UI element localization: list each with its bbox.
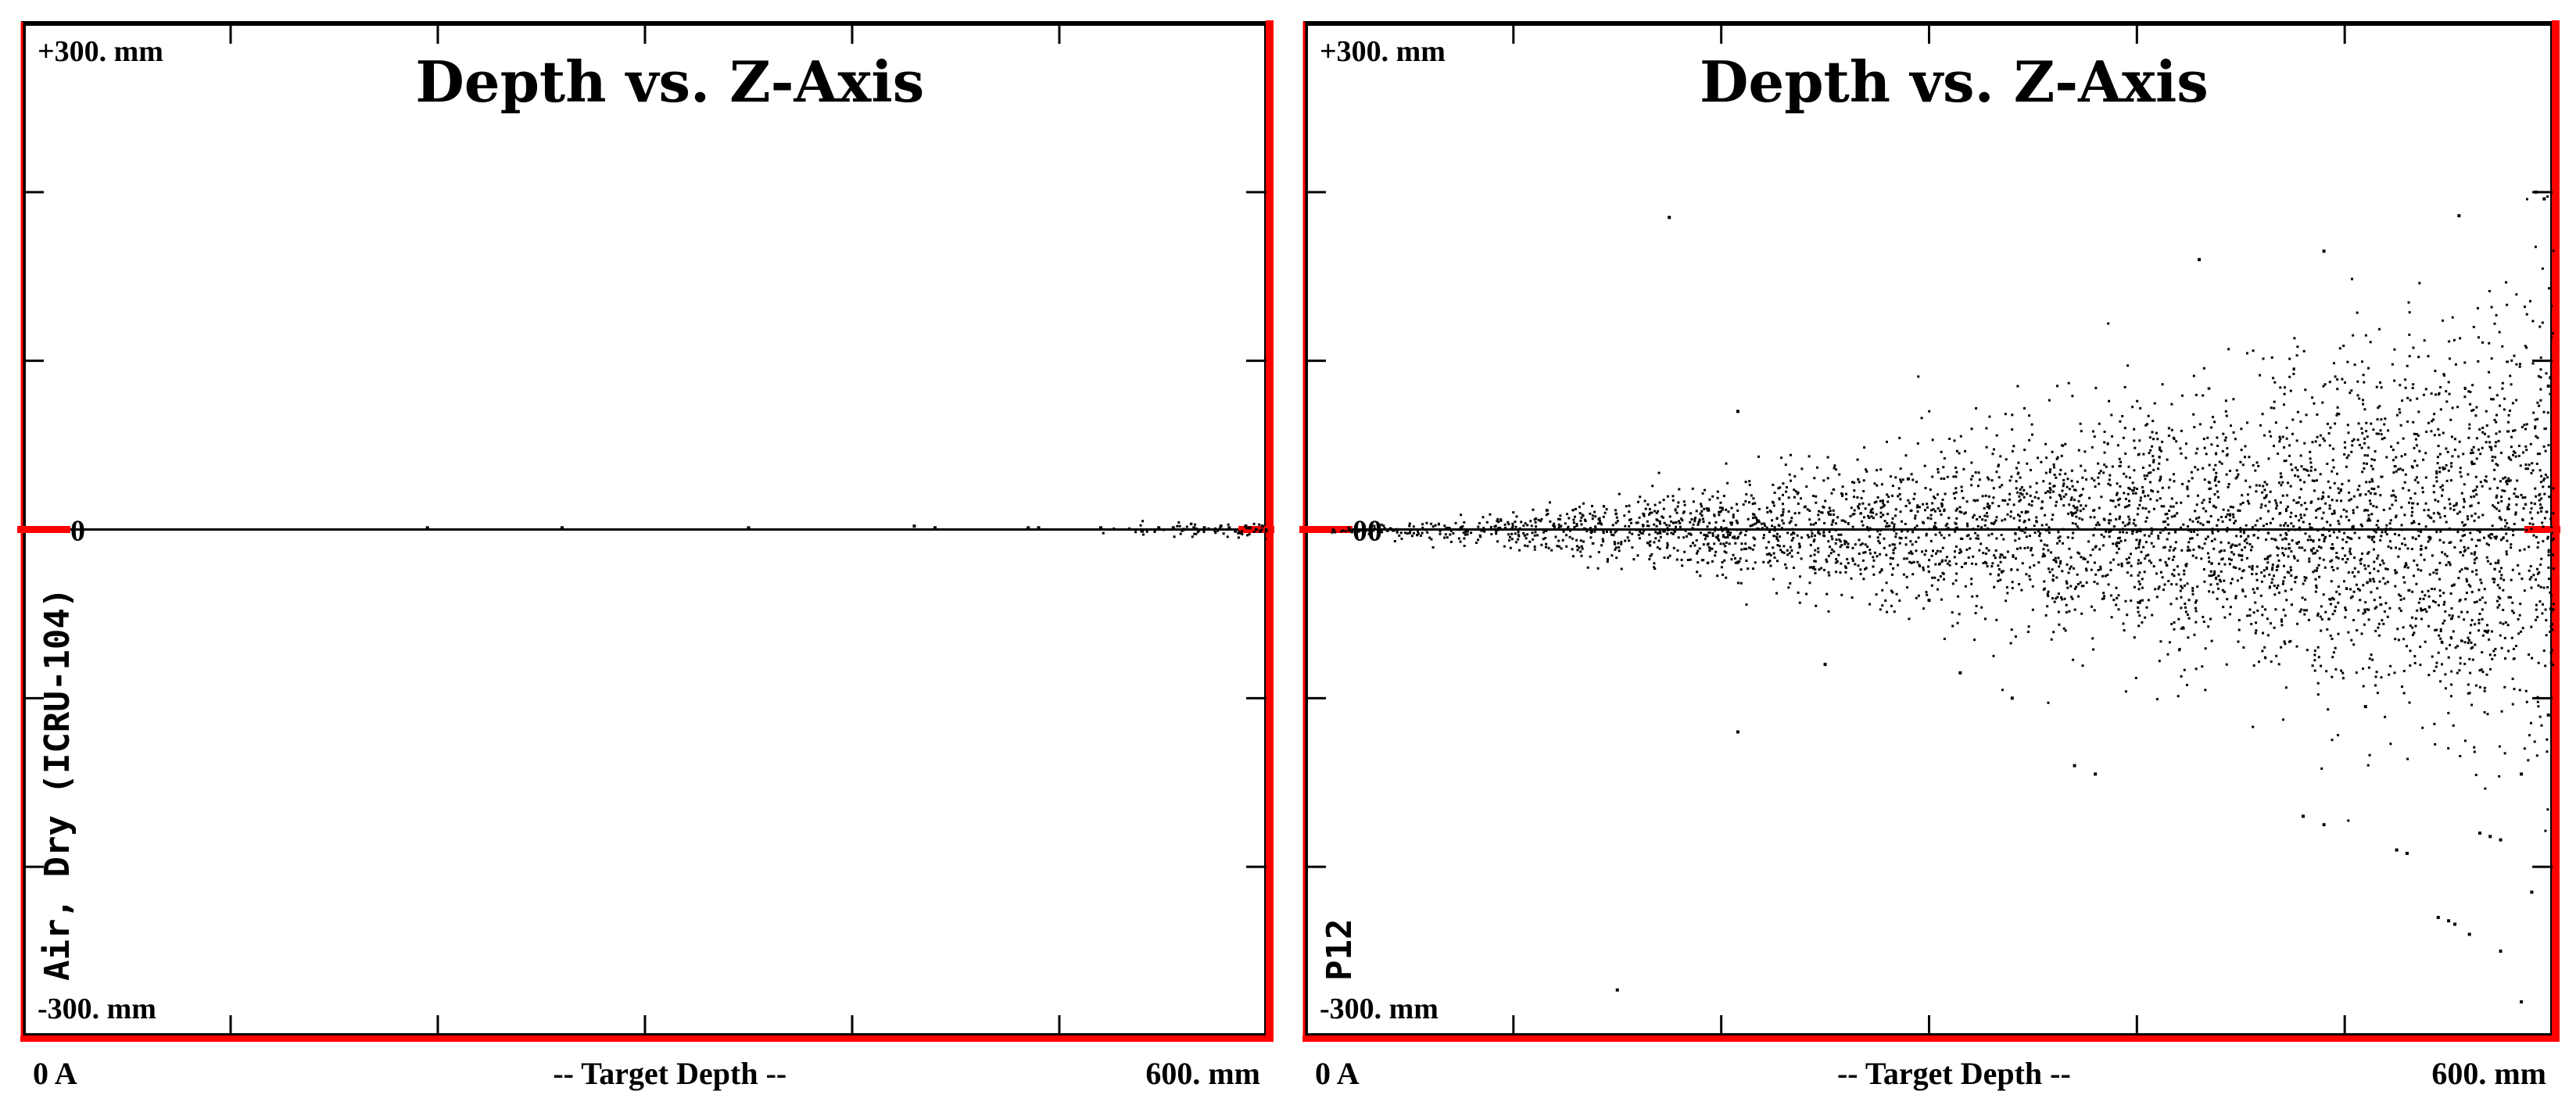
scatter-point xyxy=(1248,526,1252,530)
scatter-point xyxy=(1037,526,1041,530)
scatter-point xyxy=(1927,599,1931,603)
y-max-label: +300. mm xyxy=(1320,35,1446,68)
scatter-point xyxy=(2530,890,2534,894)
scatter-point xyxy=(2322,823,2326,827)
x-max-label: 600. mm xyxy=(1145,1056,1260,1091)
x-max-label: 600. mm xyxy=(2431,1056,2546,1091)
scatter-point xyxy=(1736,410,1739,413)
scatter-point xyxy=(2549,376,2553,380)
scatter-point xyxy=(2302,814,2305,818)
y-min-label: -300. mm xyxy=(1320,993,1438,1025)
scatter-point xyxy=(2073,764,2076,767)
scatter-point xyxy=(425,526,429,530)
scatter-point xyxy=(2542,197,2546,201)
scatter-point xyxy=(2520,1000,2524,1003)
scatter-point xyxy=(2198,258,2202,262)
scatter-point xyxy=(2499,950,2503,953)
scatter-point xyxy=(2467,932,2471,936)
x-min-label: 0 A xyxy=(1315,1056,1360,1091)
chart-panel-2: Depth vs. Z-Axis +300. mm -300. mm 00 0 A -- … xyxy=(1299,20,2560,1091)
scatter-point xyxy=(1157,526,1161,530)
y-min-label: -300. mm xyxy=(38,993,156,1025)
scatter-point xyxy=(1234,529,1238,533)
scatter-point xyxy=(2447,919,2451,923)
scatter-point xyxy=(1219,524,1223,528)
scatter-point xyxy=(2457,214,2461,218)
scatter-point xyxy=(1260,524,1264,528)
y-zero-label: 0 xyxy=(70,515,85,548)
scatter-point xyxy=(2546,385,2550,388)
scatter-point xyxy=(1906,477,1910,481)
scatter-point xyxy=(1259,529,1263,533)
y-zero-label: 00 xyxy=(1352,515,1382,548)
scatter-point xyxy=(1615,988,1619,992)
scatter-point xyxy=(2094,772,2098,776)
scatter-point xyxy=(2363,705,2367,709)
scatter-point xyxy=(1736,730,1739,734)
scatter-point xyxy=(1026,526,1030,530)
scatter-point xyxy=(1244,524,1248,528)
scatter-point xyxy=(2010,696,2014,700)
chart-panel-1: Depth vs. Z-Axis +300. mm -300. mm 0 0 A -- T… xyxy=(17,20,1274,1091)
scatter-point xyxy=(2534,190,2538,194)
scatter-point xyxy=(1192,526,1196,530)
scatter-point xyxy=(2499,838,2503,842)
scatter-point xyxy=(747,526,751,530)
scatter-point xyxy=(1668,216,1671,220)
scatter-point xyxy=(561,526,564,530)
scatter-point xyxy=(1182,528,1185,531)
scatter-point xyxy=(1202,526,1206,530)
scatter-point xyxy=(2436,915,2440,919)
scatter-point xyxy=(2453,922,2457,926)
x-axis-label: -- Target Depth -- xyxy=(553,1056,786,1091)
material-label: Air, Dry (ICRU-104) xyxy=(38,588,77,981)
scatter-point xyxy=(1958,671,1962,674)
chart-title: Depth vs. Z-Axis xyxy=(1700,48,2209,115)
scatter-point xyxy=(933,526,937,530)
chart-title: Depth vs. Z-Axis xyxy=(415,48,924,115)
scatter-point xyxy=(2322,249,2326,253)
y-max-label: +300. mm xyxy=(38,35,163,68)
scatter-point xyxy=(1227,526,1231,530)
scatter-point xyxy=(2395,848,2399,852)
scatter-point xyxy=(1171,526,1175,530)
scatter-point xyxy=(2520,772,2524,776)
scatter-point xyxy=(2477,832,2481,835)
scatter-point xyxy=(1099,526,1102,530)
x-axis-label: -- Target Depth -- xyxy=(1837,1056,2071,1091)
x-min-label: 0 A xyxy=(33,1056,77,1091)
scatter-point xyxy=(2488,835,2492,839)
scatter-point xyxy=(2546,713,2550,717)
scatter-point xyxy=(1141,529,1144,533)
scatter-point xyxy=(1254,528,1258,531)
material-label: P12 xyxy=(1320,919,1360,981)
scatter-point xyxy=(1823,663,1827,667)
scatter-point xyxy=(912,524,916,528)
scatter-point xyxy=(2405,851,2409,855)
